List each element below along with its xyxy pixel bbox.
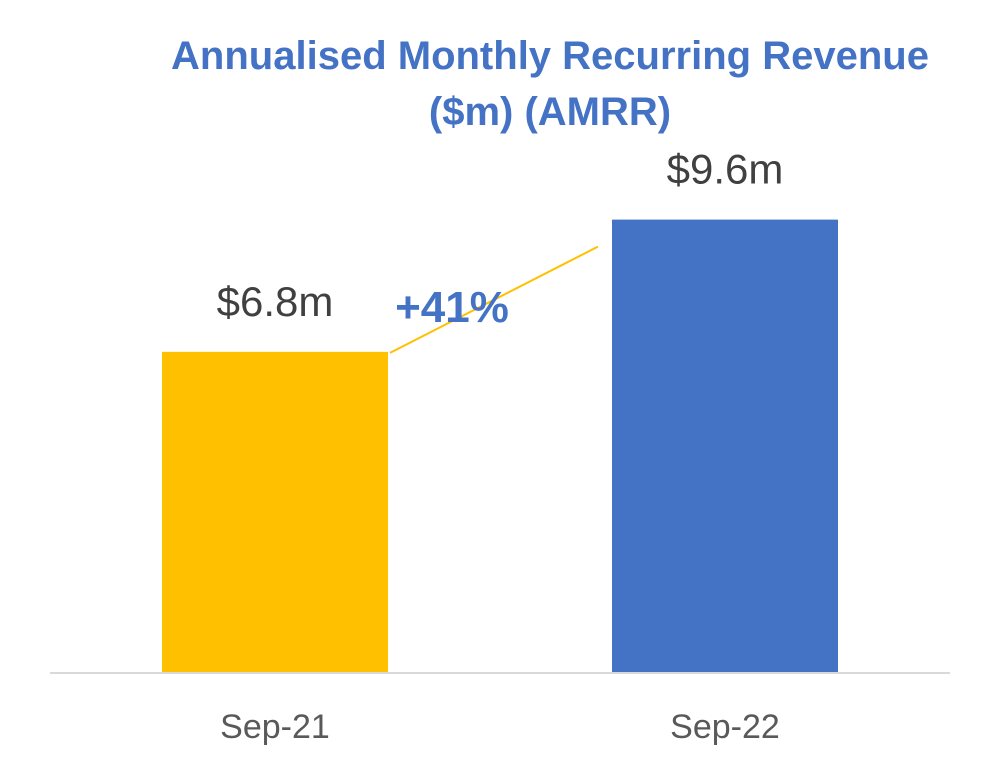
chart-title: Annualised Monthly Recurring Revenue ($m… bbox=[170, 28, 930, 140]
growth-annotation-label: +41% bbox=[395, 283, 509, 332]
data-label-sep-22: $9.6m bbox=[667, 146, 784, 193]
bar-sep-22 bbox=[612, 219, 838, 673]
growth-connector-line bbox=[389, 245, 599, 354]
data-label-sep-21: $6.8m bbox=[217, 278, 334, 325]
bar-sep-21 bbox=[162, 351, 388, 673]
chart-title-line-2: ($m) (AMRR) bbox=[428, 90, 672, 134]
x-tick-label-sep-22: Sep-22 bbox=[670, 708, 780, 746]
x-tick-label-sep-21: Sep-21 bbox=[220, 708, 330, 746]
chart-title-line-1: Annualised Monthly Recurring Revenue bbox=[171, 34, 929, 78]
